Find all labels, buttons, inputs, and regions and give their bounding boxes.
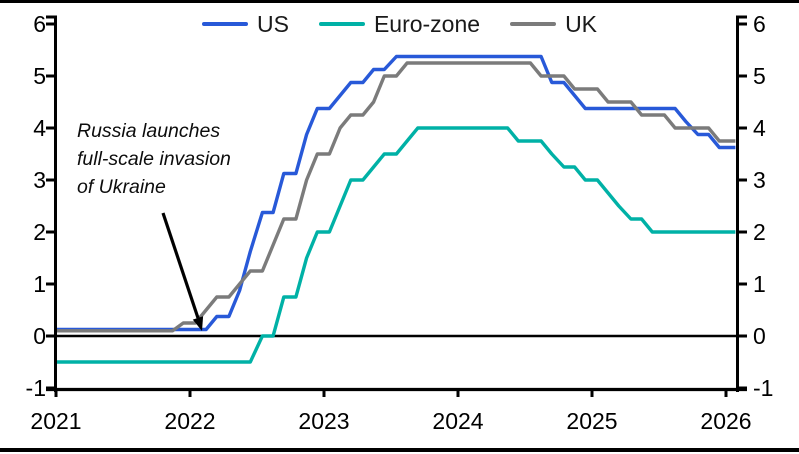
us-line-swatch xyxy=(201,22,248,26)
y-axis-right xyxy=(736,15,747,392)
series-line-uk xyxy=(56,61,736,333)
annotation-arrow-head xyxy=(192,316,204,331)
x-tick-label: 2023 xyxy=(298,408,350,434)
y-tick-label-left: 0 xyxy=(33,323,46,349)
x-tick-label: 2022 xyxy=(164,408,216,434)
y-tick-label-left: 3 xyxy=(33,167,46,193)
y-tick-label-right: 5 xyxy=(753,63,766,89)
y-tick-label-right: -1 xyxy=(753,375,774,401)
y-tick-label-right: 3 xyxy=(753,167,766,193)
annotation-line-2: full-scale invasion xyxy=(77,148,231,170)
legend-item-us: US xyxy=(201,11,289,37)
annotation-arrow-line xyxy=(161,212,200,319)
euro-zone-line-swatch xyxy=(318,22,365,26)
y-tick-label-left: 4 xyxy=(33,115,46,141)
y-axis-left xyxy=(46,15,57,392)
bottom-border-rule xyxy=(0,448,799,452)
y-tick-label-left: -1 xyxy=(25,375,46,401)
legend-label-uk: UK xyxy=(565,11,598,37)
x-tick-label: 2025 xyxy=(566,408,618,434)
chart-legend: US Euro-zone UK xyxy=(0,8,799,40)
uk-line-swatch xyxy=(510,22,557,26)
x-tick-label: 2021 xyxy=(30,408,82,434)
y-tick-label-right: 4 xyxy=(753,115,766,141)
y-tick-label-left: 5 xyxy=(33,63,46,89)
top-border-rule xyxy=(0,0,799,3)
legend-label-us: US xyxy=(256,11,289,37)
y-tick-label-left: 6 xyxy=(33,11,46,37)
y-tick-label-right: 6 xyxy=(753,11,766,37)
legend-label-euro-zone: Euro-zone xyxy=(373,11,481,37)
x-tick-label: 2026 xyxy=(700,408,752,434)
series-line-euro-zone xyxy=(56,126,736,364)
x-tick-label: 2024 xyxy=(432,408,484,434)
y-tick-label-left: 1 xyxy=(33,271,46,297)
y-tick-label-right: 2 xyxy=(753,219,766,245)
annotation-line-1: Russia launches xyxy=(77,120,221,142)
annotation-russia-invasion: Russia launches full-scale invasion of U… xyxy=(77,117,231,201)
annotation-line-3: of Ukraine xyxy=(77,176,166,198)
y-tick-label-right: 0 xyxy=(753,323,766,349)
y-tick-label-right: 1 xyxy=(753,271,766,297)
legend-item-uk: UK xyxy=(510,11,597,37)
series-line-us xyxy=(56,54,736,332)
legend-item-euro-zone: Euro-zone xyxy=(318,11,481,37)
y-tick-label-left: 2 xyxy=(33,219,46,245)
